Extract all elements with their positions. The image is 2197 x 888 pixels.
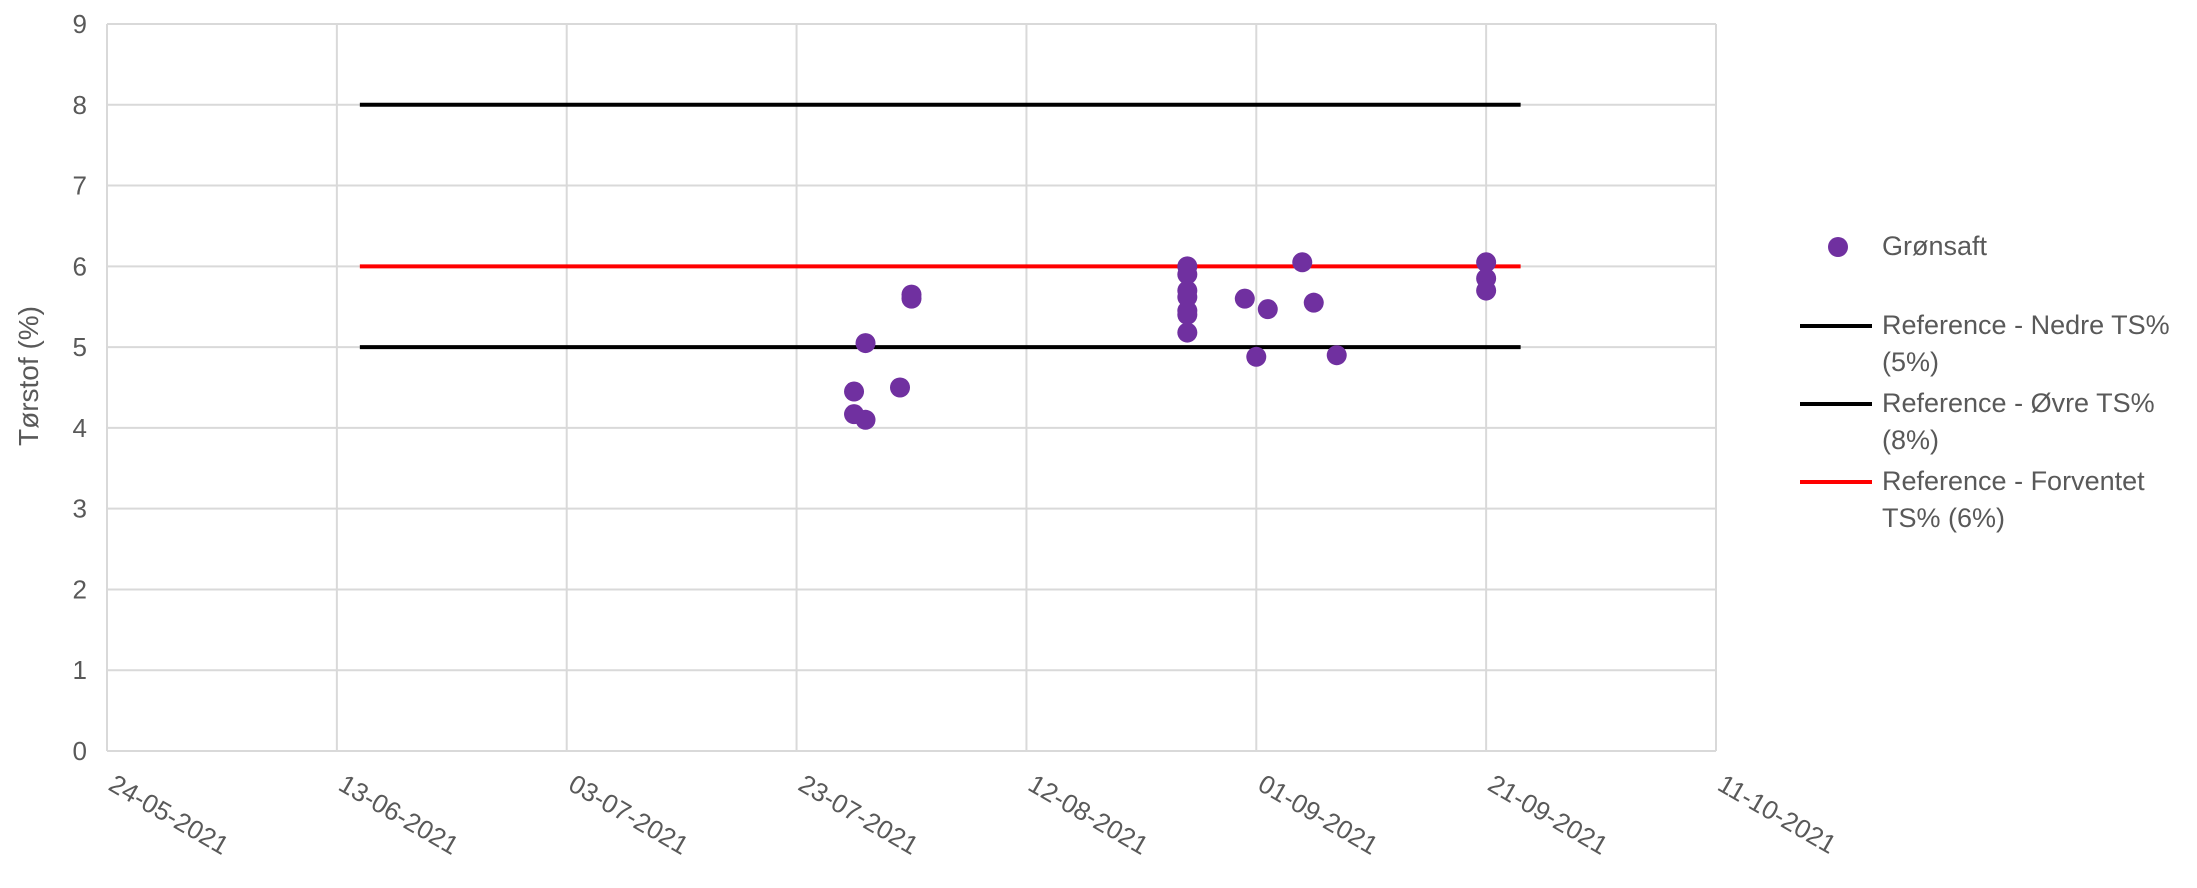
data-point [901,284,922,305]
y-tick-label: 9 [73,9,87,39]
legend-line-swatch [1800,402,1872,406]
data-point [1177,264,1198,285]
legend-marker-dot [1828,237,1848,257]
y-tick-label: 1 [73,655,87,685]
axes: 0 1 2 3 4 5 6 7 8 9 24-05-2021 13-06-2021 03-07-2021… [73,9,1842,861]
data-point [844,381,865,402]
legend-item-nedre: Reference - Nedre TS% (5%) [1800,307,2190,381]
data-point [1326,345,1347,366]
x-tick-label: 13-06-2021 [334,768,464,860]
legend: Grønsaft Reference - Nedre TS% (5%) Refe… [1800,228,2190,537]
data-point [1476,280,1497,301]
y-axis-label: Tørstof (%) [13,306,44,446]
x-tick-label: 21-09-2021 [1483,768,1613,860]
legend-label: Reference - Nedre TS% (5%) [1882,310,2170,377]
data-point [855,333,876,354]
data-point [1177,322,1198,343]
x-tick-label: 11-10-2021 [1713,768,1842,860]
data-point [1246,346,1267,367]
legend-item-forventet: Reference - Forventet TS% (6%) [1800,463,2190,537]
y-tick-label: 6 [73,251,87,281]
data-point [1292,252,1313,273]
y-tick-label: 0 [73,736,87,766]
x-tick-label: 03-07-2021 [564,768,694,860]
legend-line-swatch [1800,480,1872,484]
data-point [855,409,876,430]
reference-lines [359,102,1521,350]
y-tick-label: 8 [73,90,87,120]
data-point [890,377,911,398]
legend-item-ovre: Reference - Øvre TS% (8%) [1800,385,2190,459]
legend-label: Grønsaft [1882,231,1988,261]
x-tick-label: 01-09-2021 [1253,768,1383,860]
data-point [1303,292,1324,313]
legend-label: Reference - Forventet TS% (6%) [1882,466,2145,533]
data-point [1257,299,1278,320]
y-tick-label: 2 [73,574,87,604]
legend-label: Reference - Øvre TS% (8%) [1882,388,2155,455]
y-tick-label: 4 [73,413,87,443]
y-tick-label: 3 [73,494,87,524]
x-tick-label: 24-05-2021 [104,768,234,860]
y-tick-label: 5 [73,332,87,362]
x-tick-label: 12-08-2021 [1023,768,1153,860]
data-point [1177,287,1198,308]
y-tick-label: 7 [73,171,87,201]
data-point [1177,304,1198,325]
legend-item-gronsaft: Grønsaft [1800,228,2190,265]
data-point [1476,252,1497,273]
data-point [1234,288,1255,309]
legend-line-swatch [1800,324,1872,328]
grid-lines [106,23,1717,752]
data-points [844,252,1497,430]
x-tick-label: 23-07-2021 [794,768,924,860]
